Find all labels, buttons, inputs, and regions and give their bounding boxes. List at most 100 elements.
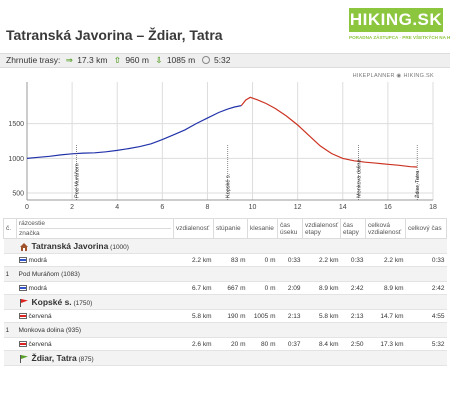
waypoint-altitude: (935) [64, 326, 82, 334]
x-tick-label: 16 [384, 204, 392, 211]
waypoint-label: Pod Muráňom [75, 163, 81, 198]
segment-ascent: 190 m [213, 309, 248, 323]
header-distance-stage: vzdialenosť etapy [302, 218, 341, 239]
total-distance: 14.7 km [365, 309, 406, 323]
house-icon [19, 243, 28, 252]
y-tick-label: 1000 [8, 156, 24, 163]
descent-arrow-icon: ⇩ [155, 55, 163, 65]
waypoint-name[interactable]: Ždiar, Tatra [31, 352, 77, 363]
waypoint-altitude: (1750) [71, 299, 93, 307]
segment-time: 0:37 [277, 337, 303, 351]
row-num [3, 350, 17, 366]
stage-time: 0:33 [340, 253, 366, 267]
waypoint-name[interactable]: Tatranská Javorina [31, 240, 109, 251]
header-ascent: stúpanie [213, 218, 248, 239]
waypoint-cell: Tatranská Javorina (1000) [16, 238, 447, 254]
header-direction: rázcestie [19, 220, 46, 227]
trail-marking-icon [18, 284, 27, 291]
header-time-section: čas úseku [277, 218, 303, 239]
segment-row: červená 5.8 km 190 m 1005 m 2:13 5.8 km 2:13 14… [3, 309, 447, 323]
segment-time: 2:13 [277, 309, 303, 323]
stage-time: 2:50 [340, 337, 366, 351]
y-tick-label: 500 [12, 191, 24, 198]
x-tick-label: 12 [294, 204, 302, 211]
logo-tagline: PORADNA ZÁSTUPCA · PRE VŠETKÝCH NA HORY [349, 35, 450, 40]
waypoint-row: Kopské s. (1750) [3, 294, 447, 310]
waypoint-cell: Ždiar, Tatra (875) [16, 350, 447, 366]
segment-time: 0:33 [277, 253, 303, 267]
header-distance-total: celková vzdialenosť [365, 218, 406, 239]
segment-descent: 1005 m [247, 309, 278, 323]
stage-distance: 8.4 km [302, 337, 341, 351]
stage-distance: 8.9 km [302, 281, 341, 295]
trail-marking-icon [18, 312, 27, 319]
segment-ascent: 667 m [213, 281, 248, 295]
total-time: 2:42 [405, 281, 447, 295]
row-num [3, 337, 17, 351]
x-tick-label: 2 [70, 204, 74, 211]
segment-distance: 5.8 km [173, 309, 214, 323]
segment-descent: 80 m [247, 337, 278, 351]
hiking-logo[interactable]: HIKING.SK PORADNA ZÁSTUPCA · PRE VŠETKÝC… [349, 8, 450, 46]
segment-descent: 0 m [247, 253, 278, 267]
x-tick-label: 14 [339, 204, 347, 211]
trail-marking-icon [18, 340, 27, 347]
elevation-series-line [26, 105, 242, 159]
row-num [3, 281, 17, 295]
segment-ascent: 20 m [213, 337, 248, 351]
waypoint-altitude: (875) [76, 355, 94, 363]
ascent-arrow-icon: ⇧ [113, 55, 121, 65]
marking-cell: modrá [16, 253, 174, 267]
waypoint-cell: Pod Muráňom (1083) [16, 266, 447, 282]
segment-distance: 2.2 km [173, 253, 214, 267]
logo-text: HIKING.SK [349, 8, 443, 32]
waypoint-row: 1 Monkova dolina (935) [3, 322, 447, 338]
elevation-series-line [240, 96, 418, 168]
waypoint-name[interactable]: Monkova dolina [18, 326, 65, 334]
waypoint-altitude: (1000) [108, 243, 129, 251]
waypoint-row: Tatranská Javorina (1000) [3, 238, 447, 254]
page-title: Tatranská Javorina – Ždiar, Tatra [6, 27, 223, 43]
summary-descent: 1085 m [166, 55, 196, 65]
stage-distance: 2.2 km [302, 253, 341, 267]
header-num: č. [3, 218, 17, 239]
route-table-wrapper: č. rázcestie značka vzdialenosť stúpanie… [3, 218, 447, 366]
segment-descent: 0 m [247, 281, 278, 295]
total-time: 5:32 [405, 337, 447, 351]
summary-label: Zhrnutie trasy: [6, 55, 61, 65]
chart-credit: HIKEPLANNER ◉ HIKING.SK [352, 73, 434, 79]
x-tick-label: 6 [160, 204, 164, 211]
waypoint-name[interactable]: Pod Muráňom [18, 270, 60, 278]
stage-time: 2:42 [340, 281, 366, 295]
waypoint-cell: Monkova dolina (935) [16, 322, 447, 338]
header-time-total: celkový čas [405, 218, 447, 239]
waypoint-name[interactable]: Kopské s. [31, 296, 72, 307]
row-num [3, 253, 17, 267]
x-tick-label: 8 [205, 204, 209, 211]
header-divider [19, 228, 171, 229]
marking-cell: červená [16, 337, 174, 351]
summary-time: 5:32 [213, 55, 231, 65]
route-summary: Zhrnutie trasy: ⇒ 17.3 km ⇧ 960 m ⇩ 1085… [0, 53, 450, 68]
segment-ascent: 83 m [213, 253, 248, 267]
summary-distance: 17.3 km [77, 55, 108, 65]
route-table: č. rázcestie značka vzdialenosť stúpanie… [3, 218, 447, 366]
marking-cell: červená [16, 309, 174, 323]
trail-marking-label: modrá [28, 256, 47, 264]
row-num [3, 309, 17, 323]
segment-distance: 6.7 km [173, 281, 214, 295]
trail-marking-label: červená [28, 340, 52, 348]
waypoint-label: Ždiar, Tatra [413, 170, 421, 198]
waypoint-row: 1 Pod Muráňom (1083) [3, 266, 447, 282]
row-num: 1 [3, 322, 17, 338]
segment-row: červená 2.6 km 20 m 80 m 0:37 8.4 km 2:50 17.3 … [3, 337, 447, 351]
distance-arrow-icon: ⇒ [65, 55, 73, 65]
waypoint-row: Ždiar, Tatra (875) [3, 350, 447, 366]
total-time: 4:55 [405, 309, 447, 323]
stage-time: 2:13 [340, 309, 366, 323]
row-num: 1 [3, 266, 17, 282]
marking-cell: modrá [16, 281, 174, 295]
summary-ascent: 960 m [125, 55, 149, 65]
